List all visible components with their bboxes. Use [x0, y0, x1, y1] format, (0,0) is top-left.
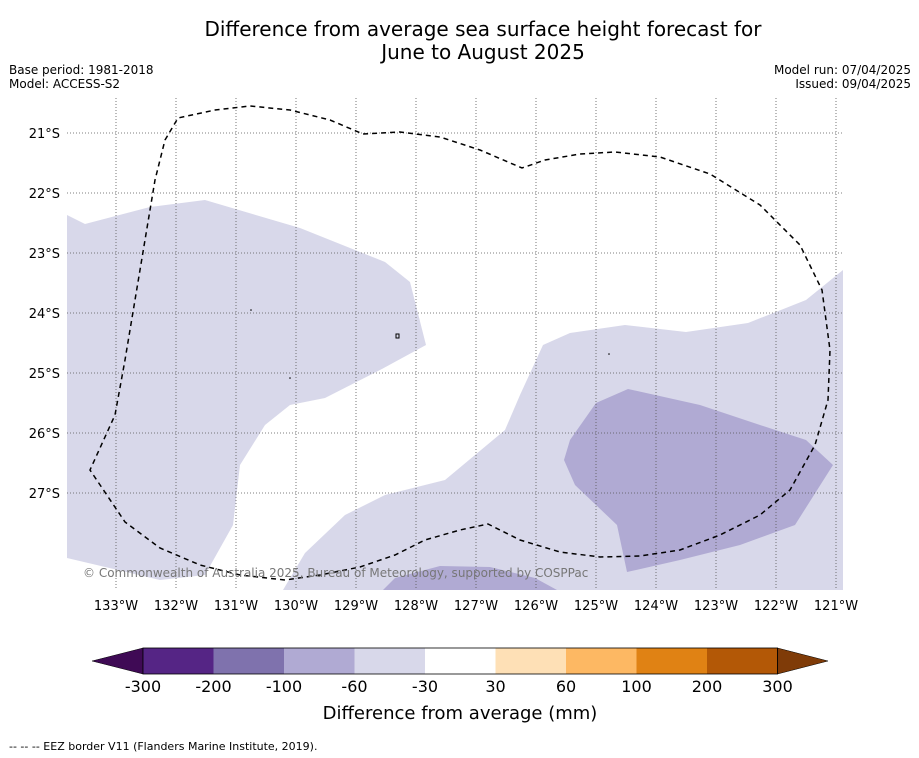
anomaly-region-light-west [67, 200, 426, 580]
colorbar-swatch [284, 648, 355, 674]
eez-border [89, 105, 831, 581]
anomaly-region-mid-south [383, 566, 557, 590]
colorbar [91, 647, 829, 675]
lon-label: 125°W [574, 599, 618, 614]
lat-label: 25°S [29, 367, 60, 382]
title-line-2: June to August 2025 [381, 40, 585, 64]
colorbar-swatch [707, 648, 778, 674]
small-contour-3 [289, 377, 291, 379]
colorbar-swatch [566, 648, 637, 674]
model-name: Model: ACCESS-S2 [9, 77, 121, 91]
colorbar-swatch [495, 648, 566, 674]
lon-label: 127°W [454, 599, 498, 614]
small-contour-1 [395, 333, 400, 339]
map-title: Difference from average sea surface heig… [0, 18, 919, 64]
colorbar-swatch [213, 648, 284, 674]
lon-label: 126°W [514, 599, 558, 614]
colorbar-label: Difference from average (mm) [323, 703, 598, 724]
colorbar-swatch [354, 648, 425, 674]
issued-date: Issued: 09/04/2025 [795, 77, 911, 91]
lat-label: 23°S [29, 247, 60, 262]
colorbar-swatch [425, 648, 496, 674]
colorbar-outline [142, 647, 778, 675]
lon-label: 128°W [394, 599, 438, 614]
lon-label: 132°W [154, 599, 198, 614]
colorbar-tick: -300 [125, 677, 161, 696]
small-contour-4 [608, 353, 610, 355]
latitude-labels: 21°S 22°S 23°S 24°S 25°S 26°S 27°S [29, 127, 60, 502]
model-run: Model run: 07/04/2025 [773, 63, 911, 77]
colorbar-tick: 60 [556, 677, 576, 696]
colorbar-tick: 30 [485, 677, 505, 696]
colorbar-tick: -200 [195, 677, 231, 696]
small-contour-2 [250, 309, 252, 311]
colorbar-tick: 200 [692, 677, 723, 696]
colorbar-ticks: -300 -200 -100 -60 -30 30 60 100 200 300 [125, 677, 793, 696]
lon-label: 124°W [634, 599, 678, 614]
lon-label: 129°W [334, 599, 378, 614]
copyright-text: © Commonwealth of Australia 2025, Bureau… [83, 566, 588, 580]
title-line-1: Difference from average sea surface heig… [204, 17, 762, 41]
colorbar-tick: 100 [621, 677, 652, 696]
lat-label: 21°S [29, 127, 60, 142]
colorbar-swatch [143, 648, 214, 674]
lon-label: 131°W [214, 599, 258, 614]
lon-label: 121°W [814, 599, 858, 614]
meta-left: Base period: 1981-2018 Model: ACCESS-S2 [9, 63, 154, 91]
colorbar-tick: -60 [341, 677, 367, 696]
lat-label: 27°S [29, 487, 60, 502]
lon-label: 133°W [94, 599, 138, 614]
lat-label: 22°S [29, 187, 60, 202]
colorbar-tick: 300 [762, 677, 793, 696]
gridlines [67, 98, 843, 590]
base-period: Base period: 1981-2018 [9, 63, 154, 77]
longitude-labels: 133°W 132°W 131°W 130°W 129°W 128°W 127°… [94, 599, 858, 614]
anomaly-region-mid-east [564, 389, 833, 572]
meta-right: Model run: 07/04/2025 Issued: 09/04/2025 [774, 63, 911, 91]
lon-label: 122°W [754, 599, 798, 614]
colorbar-extend-high [777, 647, 829, 675]
lat-label: 24°S [29, 307, 60, 322]
lat-label: 26°S [29, 427, 60, 442]
lon-label: 123°W [694, 599, 738, 614]
eez-footer-note: -- -- -- EEZ border V11 (Flanders Marine… [9, 740, 318, 753]
colorbar-tick: -100 [266, 677, 302, 696]
colorbar-tick: -30 [412, 677, 438, 696]
colorbar-extend-low [91, 647, 144, 675]
map-field [67, 98, 843, 590]
colorbar-swatch [636, 648, 707, 674]
lon-label: 130°W [274, 599, 318, 614]
